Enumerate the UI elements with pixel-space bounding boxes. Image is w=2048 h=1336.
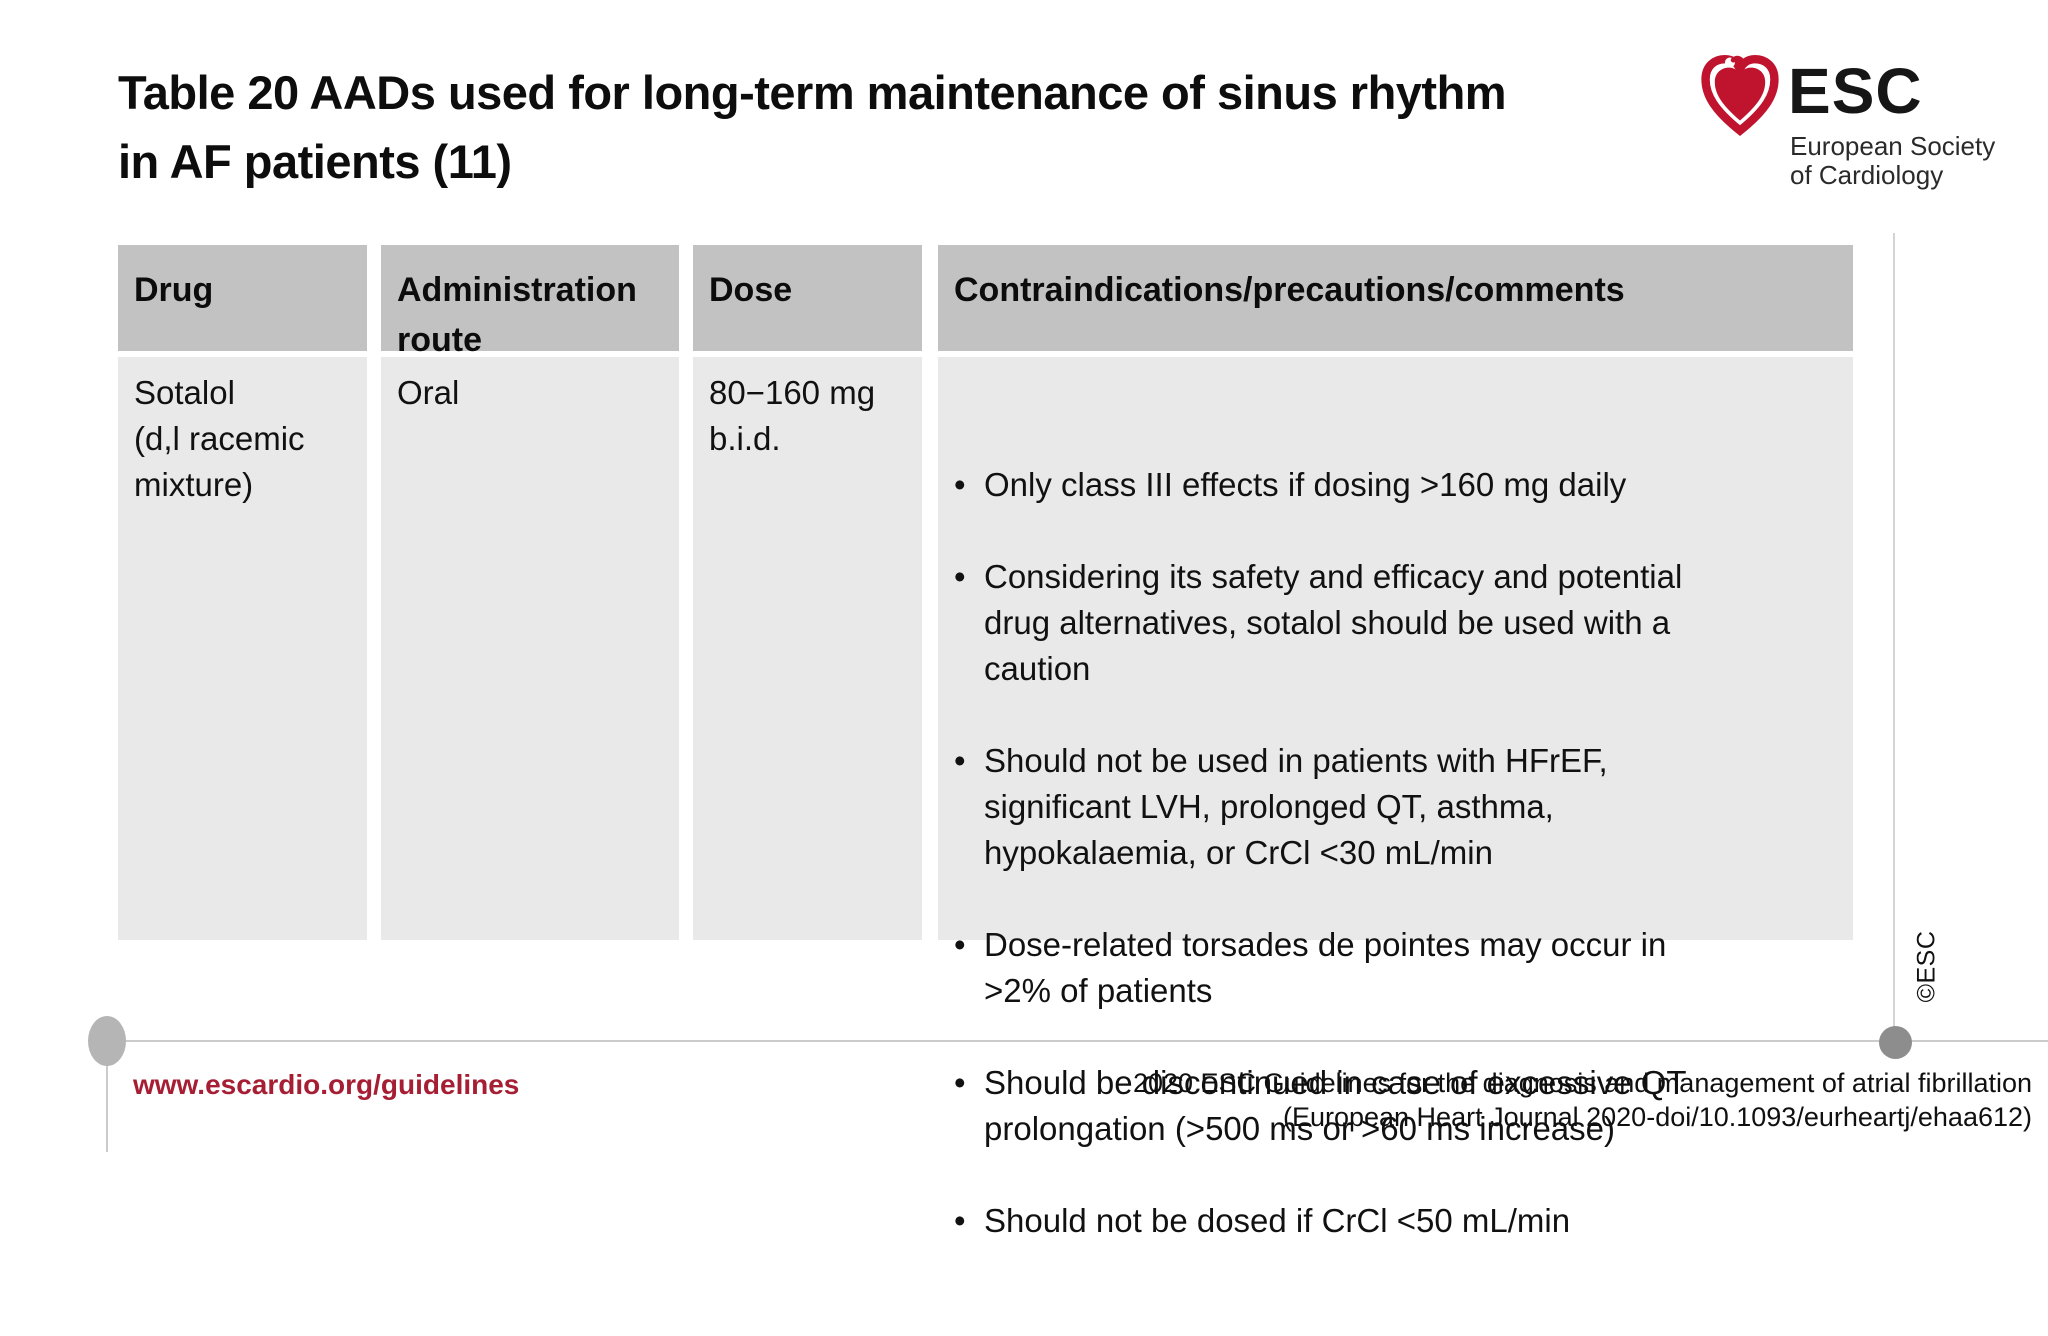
table-header-administration-route: Administration route: [381, 245, 679, 359]
slide: { "title": "Table 20 AADs used for long-…: [88, 50, 2048, 1239]
divider-dot-right: [1879, 1026, 1912, 1059]
bullet-icon: •: [954, 1202, 966, 1239]
table-cell-route: Oral: [381, 357, 679, 940]
guidelines-link[interactable]: www.escardio.org/guidelines: [133, 1069, 520, 1100]
comment-text: Should be discontinued in case of excess…: [984, 1064, 1687, 1147]
comment-text: Should not be used in patients with HFrE…: [984, 742, 1608, 871]
comment-text: Should not be dosed if CrCl <50 mL/min: [984, 1202, 1571, 1239]
reference-text: 2020 ESC Guidelines for the diagnosis an…: [1132, 1068, 2032, 1132]
table-header-contraindications: Contraindications/precautions/comments: [938, 245, 1853, 351]
bullet-icon: •: [954, 926, 966, 963]
table-cell-dose: 80−160 mg b.i.d.: [693, 357, 922, 940]
bullet-icon: •: [954, 466, 966, 503]
esc-logo-text: ESC: [1788, 55, 1923, 127]
list-item: • Dose-related torsades de pointes may o…: [954, 922, 1843, 1014]
comment-text: Only class III effects if dosing >160 mg…: [984, 466, 1627, 503]
table-cell-drug: Sotalol (d,l racemic mixture): [118, 357, 367, 940]
table-header-drug: Drug: [118, 245, 367, 351]
list-item: • Should not be used in patients with HF…: [954, 738, 1843, 876]
list-item: • Only class III effects if dosing >160 …: [954, 462, 1843, 508]
vertical-divider-left: [106, 1041, 108, 1152]
comment-text: Dose-related torsades de pointes may occ…: [984, 926, 1667, 1009]
table-cell-comments: • Only class III effects if dosing >160 …: [938, 357, 1853, 1239]
bullet-icon: •: [954, 558, 966, 595]
footer-divider-line: [106, 1040, 2048, 1042]
esc-heart-icon: [1701, 54, 1779, 136]
list-item: • Should not be dosed if CrCl <50 mL/min: [954, 1198, 1843, 1244]
copyright-esc: ©ESC: [1912, 930, 1941, 1003]
esc-logo-subtitle: European Society of Cardiology: [1790, 131, 1996, 190]
comment-text: Considering its safety and efficacy and …: [984, 558, 1683, 687]
list-item: • Considering its safety and efficacy an…: [954, 554, 1843, 692]
bullet-icon: •: [954, 742, 966, 779]
bullet-icon: •: [954, 1064, 966, 1101]
table-header-dose: Dose: [693, 245, 922, 351]
page-title: Table 20 AADs used for long-term mainten…: [118, 66, 1507, 188]
comments-list: • Only class III effects if dosing >160 …: [954, 416, 1843, 1290]
list-item: • Should be discontinued in case of exce…: [954, 1060, 1843, 1152]
esc-logo: ESC European Society of Cardiology: [1698, 50, 2038, 200]
vertical-divider-right: [1893, 233, 1895, 1041]
divider-dot-left: [88, 1016, 126, 1066]
